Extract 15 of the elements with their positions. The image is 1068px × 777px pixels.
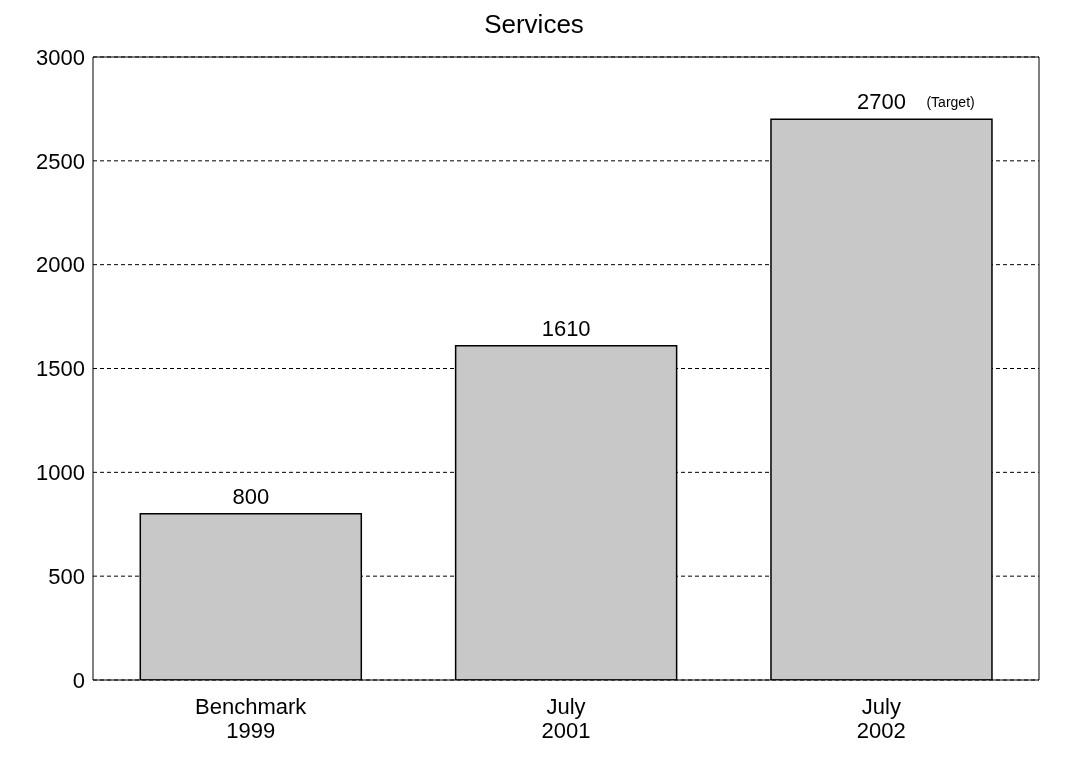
x-tick-label: Benchmark 1999 xyxy=(195,693,308,743)
y-tick-label: 500 xyxy=(48,563,85,589)
annotation: (Target) xyxy=(926,94,975,111)
y-tick-label: 2000 xyxy=(36,252,85,278)
x-tick-label: July 2002 xyxy=(856,693,906,743)
y-tick-label: 0 xyxy=(72,667,85,693)
x-tick-label: July 2001 xyxy=(541,693,591,743)
data-label: 2700 xyxy=(856,89,906,115)
data-label: 1610 xyxy=(541,315,591,341)
data-label: 800 xyxy=(232,483,270,509)
y-tick-label: 1500 xyxy=(36,356,85,382)
y-tick-label: 3000 xyxy=(36,44,85,70)
y-tick-label: 1000 xyxy=(36,460,85,486)
y-tick-label: 2500 xyxy=(36,148,85,174)
chart-title: Services xyxy=(483,8,585,40)
